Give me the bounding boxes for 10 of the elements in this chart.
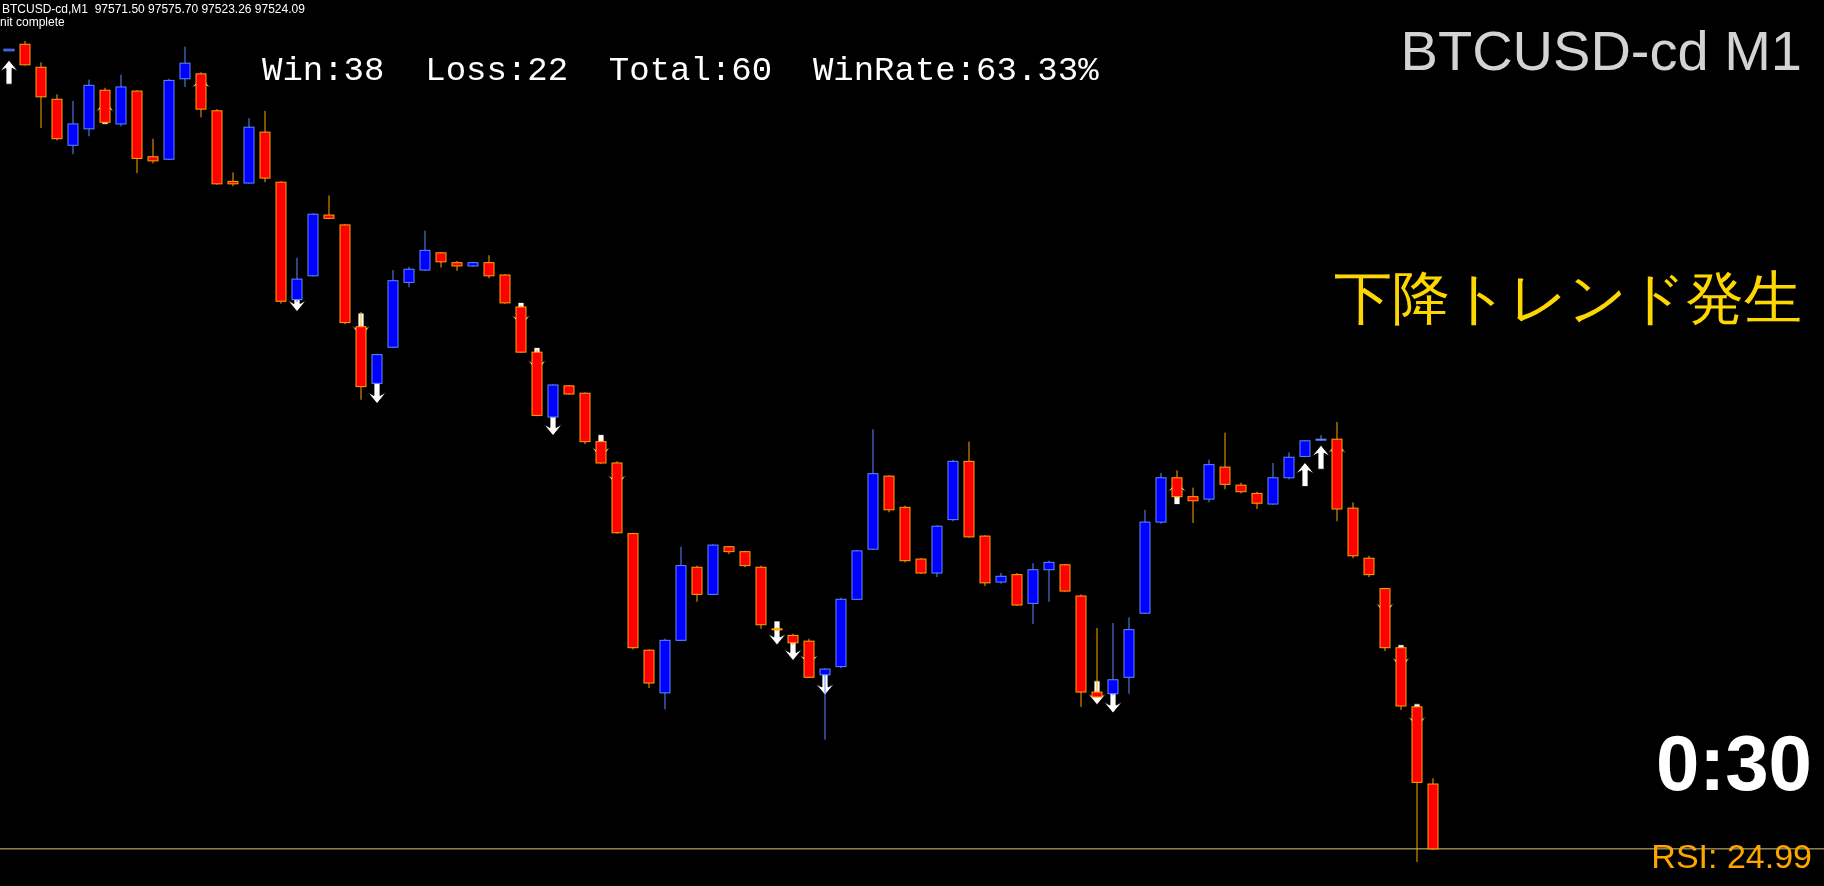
point (1295, 462, 1315, 487)
title: BTCUSD-cd M1 (1400, 19, 1802, 82)
annotation: 下降トレンド発生 (1334, 265, 1802, 330)
point (1311, 444, 1331, 470)
annotation: nit complete (0, 15, 65, 29)
annotation: Win:38 Loss:22 Total:60 WinRate:63.33% (262, 52, 1099, 90)
point (0, 59, 19, 85)
annotation: 0:30 (1655, 719, 1812, 807)
annotation: RSI: 24.99 (1651, 837, 1812, 875)
annotation: BTCUSD-cd,M1 97571.50 97575.70 97523.26 97524.09 (2, 2, 305, 16)
